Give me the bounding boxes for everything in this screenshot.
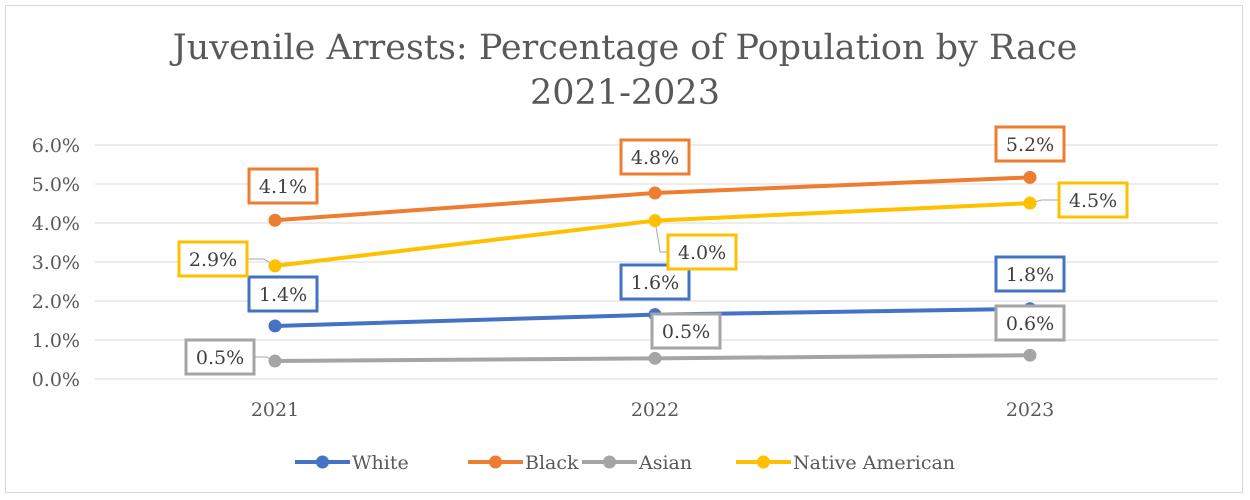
y-tick-label: 2.0%: [32, 291, 80, 313]
data-label-black: 4.8%: [631, 147, 679, 169]
data-label-box-asian: [994, 304, 1066, 342]
data-point-black: [268, 213, 282, 227]
data-label-white: 1.8%: [1006, 264, 1054, 286]
y-tick-label: 6.0%: [32, 135, 80, 157]
data-labels: 1.4% 1.6% 1.8% 4.1% 4.8% 5.2% 0.5% 0.5% 0.6% 2.9%…: [177, 125, 1129, 376]
data-label-box-asian: [650, 312, 722, 350]
data-label-asian: 0.5%: [662, 321, 710, 343]
x-axis-ticks: 2021 2022 2023: [251, 399, 1054, 421]
data-label-box-native-american: [666, 233, 738, 271]
data-point-white: [268, 319, 282, 333]
legend: White Black Asian Native American: [295, 452, 955, 474]
data-label-box-black: [247, 167, 319, 205]
x-tick-label: 2022: [631, 399, 679, 421]
chart-subtitle: 2021-2023: [530, 73, 720, 113]
legend-marker-asian: [603, 455, 616, 469]
data-label-box-native-american: [1057, 181, 1129, 219]
data-label-box-black: [994, 125, 1066, 163]
label-connector: [654, 220, 668, 253]
data-point-asian: [648, 351, 662, 365]
data-point-asian: [268, 354, 282, 368]
y-tick-label: 4.0%: [32, 213, 80, 235]
y-axis-ticks: 0.0% 1.0% 2.0% 3.0% 4.0% 5.0% 6.0%: [32, 135, 80, 391]
data-label-black: 4.1%: [259, 176, 307, 198]
data-label-box-white: [619, 263, 691, 301]
legend-marker-white: [316, 455, 329, 469]
data-label-box-white: [247, 275, 319, 313]
data-label-native-american: 4.0%: [678, 242, 726, 264]
data-label-white: 1.6%: [631, 272, 679, 294]
data-label-asian: 0.6%: [1006, 313, 1054, 335]
data-point-native-american: [268, 259, 282, 273]
y-tick-label: 3.0%: [32, 252, 80, 274]
legend-label-native-american: Native American: [793, 452, 955, 474]
legend-label-asian: Asian: [638, 452, 692, 474]
data-label-asian: 0.5%: [196, 347, 244, 369]
data-label-native-american: 4.5%: [1069, 190, 1117, 212]
data-label-white: 1.4%: [259, 284, 307, 306]
legend-label-white: White: [352, 452, 409, 474]
data-label-box-black: [619, 138, 691, 176]
data-label-box-native-american: [177, 240, 249, 278]
data-point-black: [1023, 170, 1037, 184]
y-tick-label: 0.0%: [32, 369, 80, 391]
data-label-box-white: [994, 255, 1066, 293]
x-tick-label: 2023: [1006, 399, 1054, 421]
legend-marker-black: [489, 455, 502, 469]
legend-label-black: Black: [525, 452, 579, 474]
data-point-black: [648, 186, 662, 200]
legend-marker-native-american: [757, 455, 770, 469]
chart-title: Juvenile Arrests: Percentage of Populati…: [170, 28, 1078, 68]
data-point-native-american: [648, 214, 662, 228]
data-point-asian: [1023, 348, 1037, 362]
series-lines: [268, 170, 1037, 368]
data-label-native-american: 2.9%: [189, 249, 237, 271]
y-tick-label: 1.0%: [32, 330, 80, 352]
y-tick-label: 5.0%: [32, 174, 80, 196]
data-point-native-american: [1023, 196, 1037, 210]
data-label-box-asian: [184, 338, 256, 376]
x-tick-label: 2021: [251, 399, 299, 421]
data-label-black: 5.2%: [1006, 134, 1054, 156]
